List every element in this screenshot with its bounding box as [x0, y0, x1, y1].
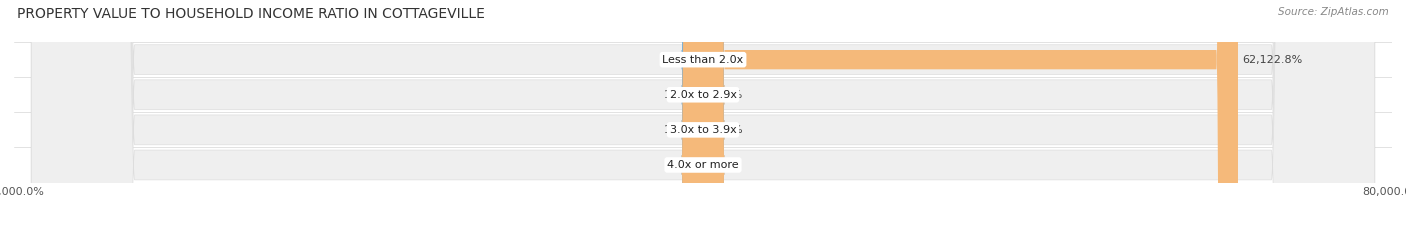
FancyBboxPatch shape: [682, 0, 724, 234]
Text: 13.4%: 13.4%: [664, 90, 699, 100]
Text: 2.0x to 2.9x: 2.0x to 2.9x: [669, 90, 737, 100]
Text: 3.0x to 3.9x: 3.0x to 3.9x: [669, 125, 737, 135]
Text: PROPERTY VALUE TO HOUSEHOLD INCOME RATIO IN COTTAGEVILLE: PROPERTY VALUE TO HOUSEHOLD INCOME RATIO…: [17, 7, 485, 21]
Legend: Without Mortgage, With Mortgage: Without Mortgage, With Mortgage: [588, 231, 818, 234]
FancyBboxPatch shape: [31, 0, 1375, 234]
FancyBboxPatch shape: [682, 0, 724, 234]
FancyBboxPatch shape: [682, 0, 724, 234]
FancyBboxPatch shape: [682, 0, 724, 234]
FancyBboxPatch shape: [682, 0, 724, 234]
FancyBboxPatch shape: [31, 0, 1375, 234]
FancyBboxPatch shape: [682, 0, 724, 234]
FancyBboxPatch shape: [31, 0, 1375, 234]
Text: Source: ZipAtlas.com: Source: ZipAtlas.com: [1278, 7, 1389, 17]
FancyBboxPatch shape: [31, 0, 1375, 234]
FancyBboxPatch shape: [682, 0, 724, 234]
Text: 10.2%: 10.2%: [664, 125, 699, 135]
Text: 62,122.8%: 62,122.8%: [1241, 55, 1302, 65]
Text: 14.0%: 14.0%: [664, 160, 699, 170]
FancyBboxPatch shape: [703, 0, 1239, 234]
Text: 4.0x or more: 4.0x or more: [668, 160, 738, 170]
Text: 52.9%: 52.9%: [662, 55, 699, 65]
Text: 63.1%: 63.1%: [707, 90, 742, 100]
Text: 24.8%: 24.8%: [707, 125, 742, 135]
Text: Less than 2.0x: Less than 2.0x: [662, 55, 744, 65]
Text: 5.4%: 5.4%: [707, 160, 735, 170]
